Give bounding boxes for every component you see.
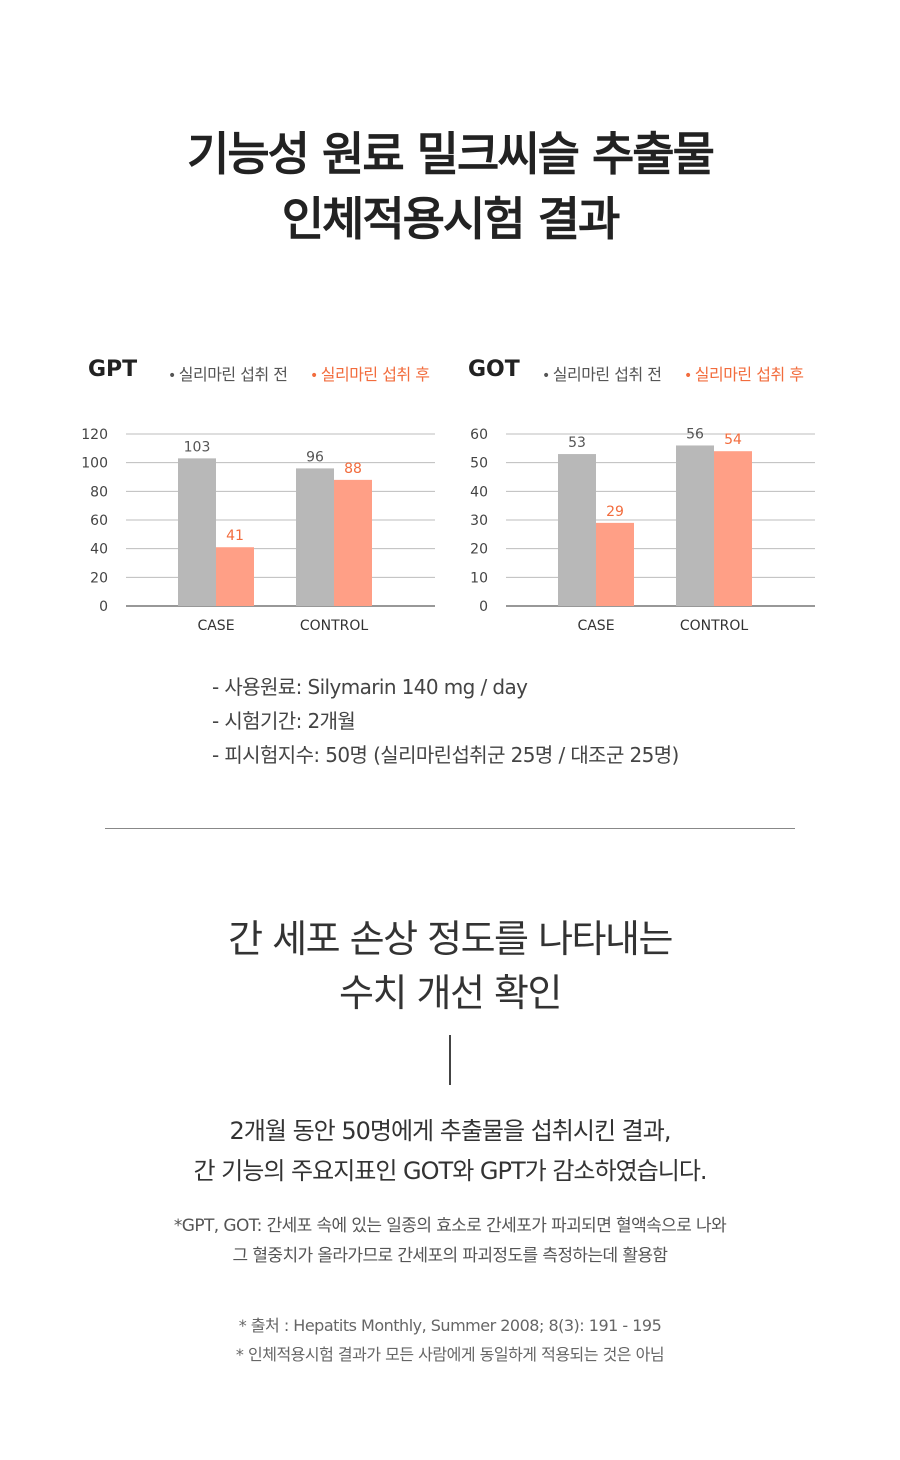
bar-after — [216, 547, 254, 606]
data-label: 56 — [686, 426, 704, 442]
y-tick-label: 80 — [90, 484, 108, 500]
gpt-chart-title: GPT — [88, 357, 138, 382]
y-tick-label: 10 — [470, 570, 488, 586]
y-tick-label: 120 — [81, 427, 108, 443]
got-bar-plot: 0 10 20 30 40 50 60 CASE 53 29 CONTROL 56 54 — [470, 426, 815, 634]
y-tick-label: 20 — [470, 542, 488, 558]
info-material: - 사용원료: Silymarin 140 mg / day — [212, 675, 528, 699]
section-subtitle-line2: 수치 개선 확인 — [339, 971, 562, 1015]
y-tick-label: 100 — [81, 456, 108, 472]
y-tick-label: 20 — [90, 570, 108, 586]
section-divider — [105, 828, 795, 829]
section-subtitle-line1: 간 세포 손상 정도를 나타내는 — [228, 917, 673, 961]
x-tick-label: CASE — [197, 618, 234, 634]
x-tick-label: CASE — [577, 618, 614, 634]
y-tick-label: 50 — [470, 456, 488, 472]
gpt-chart: GPT • 실리마린 섭취 전 • 실리마린 섭취 후 0 20 40 60 80 100 12… — [81, 340, 462, 650]
bar-before — [676, 445, 714, 606]
page-title-line1: 기능성 원료 밀크씨슬 추출물 — [187, 127, 715, 181]
x-tick-label: CONTROL — [300, 618, 369, 634]
got-legend-before: • 실리마린 섭취 전 — [542, 365, 662, 384]
trial-info: - 사용원료: Silymarin 140 mg / day - 시험기간: 2… — [212, 670, 679, 772]
source-note: * 출처 : Hepatits Monthly, Summer 2008; 8(… — [238, 1316, 662, 1335]
x-tick-label: CONTROL — [680, 618, 749, 634]
info-subjects: - 피시험지수: 50명 (실리마린섭취군 25명 / 대조군 25명) — [212, 743, 679, 767]
info-period: - 시험기간: 2개월 — [212, 709, 356, 733]
page-title-line2: 인체적용시험 결과 — [281, 192, 621, 246]
bar-before — [558, 454, 596, 606]
summary-line2: 간 기능의 주요지표인 GOT와 GPT가 감소하였습니다. — [193, 1157, 707, 1185]
bar-after — [334, 479, 372, 606]
data-label: 103 — [184, 439, 211, 455]
got-chart-title: GOT — [468, 357, 520, 382]
vertical-divider — [449, 1035, 451, 1085]
y-tick-label: 0 — [479, 599, 488, 615]
bar-after — [714, 451, 752, 606]
y-tick-label: 40 — [470, 484, 488, 500]
gpt-bar-plot: 0 20 40 60 80 100 120 CASE 103 41 CONTROL 96 88 — [81, 427, 435, 634]
data-label: 54 — [724, 432, 742, 448]
data-label: 88 — [344, 461, 362, 477]
note-line1: *GPT, GOT: 간세포 속에 있는 일종의 효소로 간세포가 파괴되면 혈… — [173, 1216, 727, 1236]
y-tick-label: 60 — [470, 427, 488, 443]
y-tick-label: 60 — [90, 513, 108, 529]
summary-line1: 2개월 동안 50명에게 추출물을 섭취시킨 결과, — [229, 1117, 672, 1145]
y-tick-label: 0 — [99, 599, 108, 615]
disclaimer-note: * 인체적용시험 결과가 모든 사람에게 동일하게 적용되는 것은 아님 — [235, 1345, 665, 1364]
note-line2: 그 혈중치가 올라가므로 간세포의 파괴정도를 측정하는데 활용함 — [232, 1246, 669, 1266]
gpt-legend-after: • 실리마린 섭취 후 — [310, 365, 430, 384]
bar-before — [178, 458, 216, 606]
gpt-legend-before: • 실리마린 섭취 전 — [168, 365, 288, 384]
got-legend-after: • 실리마린 섭취 후 — [684, 365, 804, 384]
bar-before — [296, 468, 334, 606]
y-tick-label: 40 — [90, 542, 108, 558]
data-label: 96 — [306, 449, 324, 465]
got-chart: GOT • 실리마린 섭취 전 • 실리마린 섭취 후 0 10 20 30 40 50 60 C… — [462, 340, 842, 650]
bar-after — [596, 522, 634, 606]
data-label: 53 — [568, 435, 586, 451]
y-tick-label: 30 — [470, 513, 488, 529]
data-label: 41 — [226, 528, 244, 544]
data-label: 29 — [606, 504, 624, 520]
